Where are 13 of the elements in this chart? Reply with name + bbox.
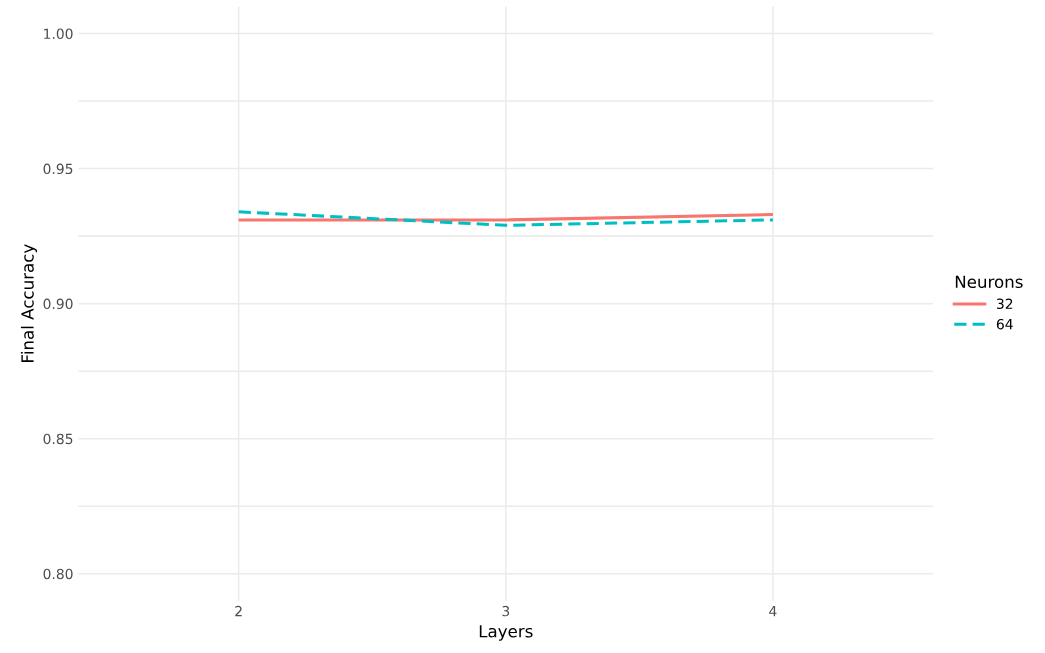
- y-tick-label: 1.00: [44, 28, 73, 40]
- y-axis-title: Final Accuracy: [20, 244, 38, 362]
- legend-label: 32: [996, 298, 1013, 310]
- x-tick-label: 4: [769, 606, 777, 617]
- y-tick-label: 0.95: [43, 163, 73, 175]
- y-tick-label: 0.85: [43, 433, 73, 445]
- x-tick-label: 3: [502, 605, 510, 617]
- y-tick-label: 0.90: [43, 298, 73, 310]
- x-tick-label: 2: [235, 605, 242, 617]
- x-axis-title: Layers: [479, 625, 533, 641]
- legend-title: Neurons: [955, 275, 1023, 289]
- y-tick-label: 0.80: [43, 568, 73, 580]
- legend-label: 64: [996, 318, 1013, 330]
